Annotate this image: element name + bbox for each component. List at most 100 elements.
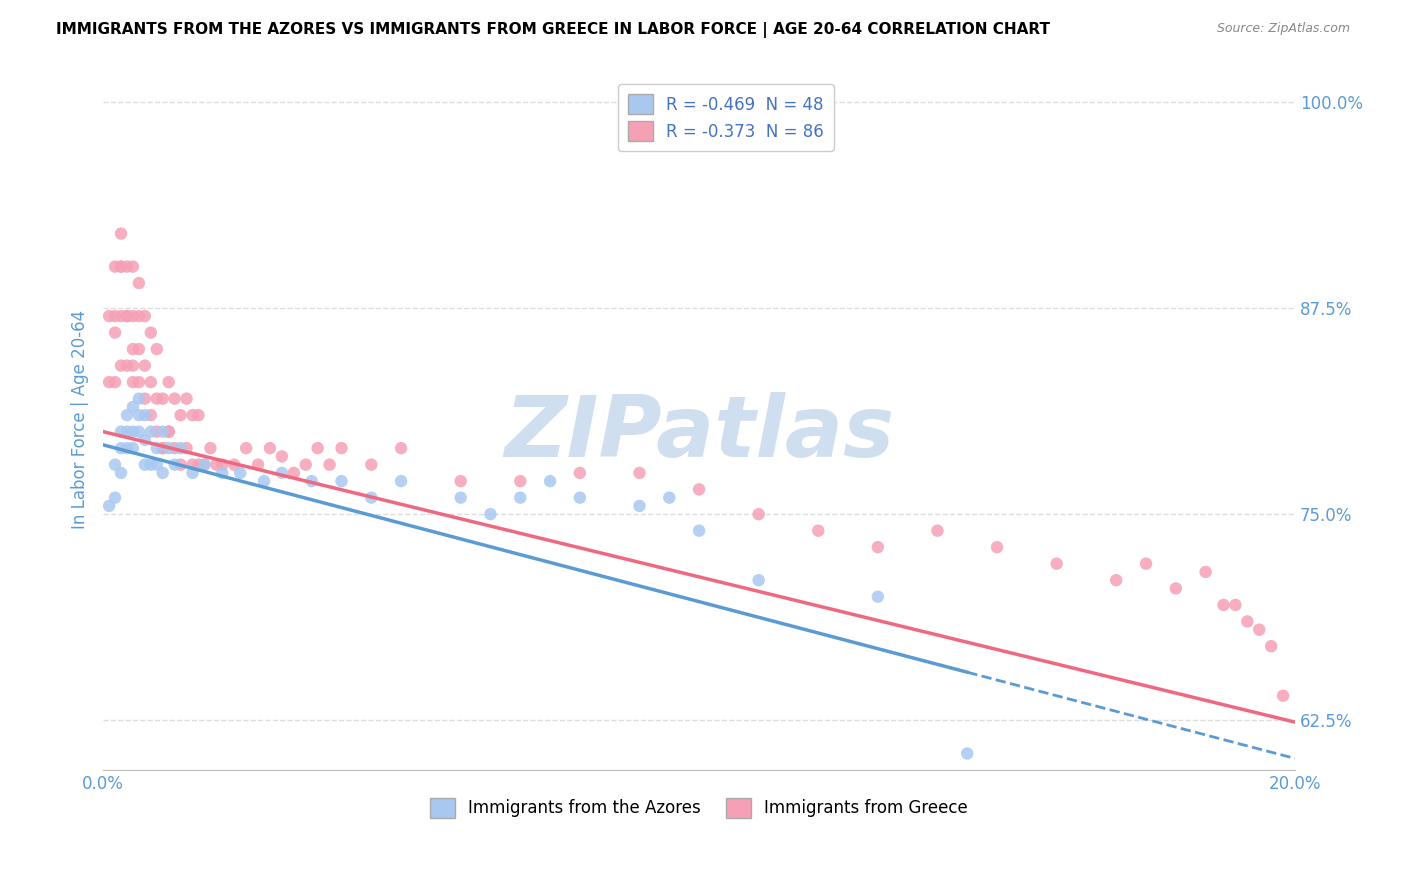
Point [927,524,949,538]
Point [271,466,294,480]
Point [866,590,889,604]
Point [1212,598,1234,612]
Point [748,573,770,587]
Point [104,491,127,505]
Point [104,309,127,323]
Point [1272,689,1295,703]
Point [200,441,222,455]
Point [283,466,305,480]
Point [807,524,830,538]
Point [152,441,174,455]
Point [163,441,186,455]
Point [115,425,138,439]
Point [986,540,1008,554]
Point [122,309,145,323]
Point [122,260,145,274]
Point [628,466,651,480]
Point [139,425,162,439]
Point [134,458,156,472]
Text: Source: ZipAtlas.com: Source: ZipAtlas.com [1216,22,1350,36]
Point [688,483,710,497]
Point [145,441,167,455]
Point [1260,639,1282,653]
Point [115,309,138,323]
Point [1164,582,1187,596]
Point [134,359,156,373]
Point [259,441,281,455]
Point [658,491,681,505]
Point [110,227,132,241]
Point [145,342,167,356]
Point [128,276,150,290]
Point [193,458,215,472]
Point [157,425,180,439]
Point [1194,565,1216,579]
Point [110,466,132,480]
Point [98,309,121,323]
Point [157,425,180,439]
Point [568,491,591,505]
Point [176,392,198,406]
Point [104,326,127,340]
Point [450,474,472,488]
Point [301,474,323,488]
Point [181,466,204,480]
Point [235,441,257,455]
Point [128,408,150,422]
Point [163,458,186,472]
Point [211,466,233,480]
Point [152,441,174,455]
Point [187,458,209,472]
Point [181,458,204,472]
Point [110,309,132,323]
Point [538,474,561,488]
Point [294,458,316,472]
Legend: Immigrants from the Azores, Immigrants from Greece: Immigrants from the Azores, Immigrants f… [423,791,974,825]
Point [157,375,180,389]
Point [247,458,270,472]
Point [145,392,167,406]
Point [115,408,138,422]
Point [509,491,531,505]
Point [128,425,150,439]
Point [134,433,156,447]
Point [389,441,412,455]
Point [122,441,145,455]
Point [128,342,150,356]
Point [318,458,340,472]
Point [193,458,215,472]
Point [139,408,162,422]
Point [181,408,204,422]
Point [450,491,472,505]
Point [509,474,531,488]
Point [110,260,132,274]
Point [1249,623,1271,637]
Y-axis label: In Labor Force | Age 20-64: In Labor Force | Age 20-64 [72,310,89,529]
Point [628,499,651,513]
Point [360,491,382,505]
Point [205,458,228,472]
Point [134,392,156,406]
Point [224,458,246,472]
Point [104,260,127,274]
Point [169,441,191,455]
Point [152,466,174,480]
Point [122,425,145,439]
Point [330,474,353,488]
Point [271,450,294,464]
Point [169,408,191,422]
Point [115,309,138,323]
Point [1225,598,1247,612]
Point [688,524,710,538]
Point [134,408,156,422]
Point [956,747,979,761]
Point [115,441,138,455]
Point [568,466,591,480]
Point [211,458,233,472]
Point [307,441,329,455]
Point [169,458,191,472]
Point [176,441,198,455]
Point [229,466,252,480]
Point [479,507,502,521]
Point [122,342,145,356]
